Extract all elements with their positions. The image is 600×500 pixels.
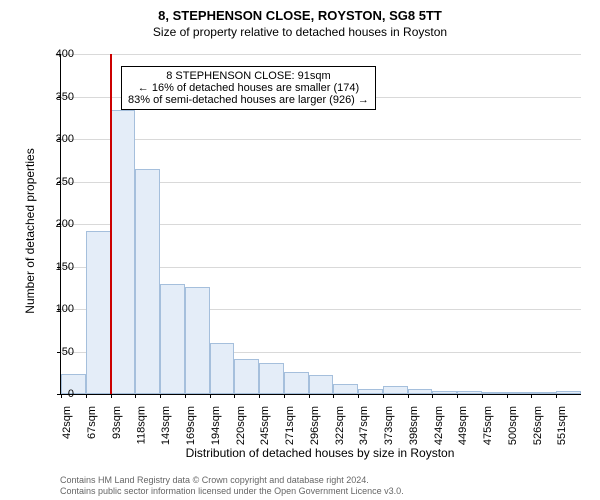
xtick-mark [86, 394, 87, 398]
chart-plot-area: 42sqm67sqm93sqm118sqm143sqm169sqm194sqm2… [60, 54, 581, 395]
xtick-mark [135, 394, 136, 398]
gridline [61, 139, 581, 140]
xtick-label: 245sqm [259, 406, 271, 445]
xtick-mark [234, 394, 235, 398]
annotation-box: 8 STEPHENSON CLOSE: 91sqm← 16% of detach… [121, 66, 376, 110]
xtick-label: 118sqm [136, 406, 148, 444]
histogram-bar [556, 391, 581, 394]
ytick-label: 200 [34, 218, 74, 230]
xtick-label: 169sqm [185, 406, 197, 445]
histogram-bar [457, 391, 482, 394]
xtick-mark [556, 394, 557, 398]
xtick-label: 551sqm [557, 406, 569, 445]
xtick-label: 93sqm [111, 406, 123, 439]
xtick-mark [482, 394, 483, 398]
xtick-mark [457, 394, 458, 398]
xtick-label: 398sqm [408, 406, 420, 445]
xtick-mark [358, 394, 359, 398]
xtick-mark [160, 394, 161, 398]
histogram-bar [531, 392, 556, 394]
xtick-label: 322sqm [334, 406, 346, 445]
histogram-bar [160, 284, 185, 395]
histogram-bar [86, 231, 111, 394]
ytick-label: 0 [34, 388, 74, 400]
histogram-bar [507, 392, 532, 394]
xtick-label: 424sqm [433, 406, 445, 445]
histogram-bar [309, 375, 334, 394]
page-title: 8, STEPHENSON CLOSE, ROYSTON, SG8 5TT [0, 0, 600, 23]
xtick-label: 296sqm [309, 406, 321, 445]
y-axis-label: Number of detached properties [23, 131, 37, 331]
xtick-mark [111, 394, 112, 398]
ytick-label: 250 [34, 176, 74, 188]
histogram-bar [259, 363, 284, 394]
attribution-line-1: Contains HM Land Registry data © Crown c… [60, 475, 590, 485]
histogram-bar [333, 384, 358, 394]
histogram-bar [408, 389, 433, 394]
xtick-mark [185, 394, 186, 398]
histogram-bar [383, 386, 408, 395]
histogram-bar [432, 391, 457, 394]
annotation-line: 83% of semi-detached houses are larger (… [128, 94, 369, 106]
histogram-bar [210, 343, 235, 394]
xtick-mark [531, 394, 532, 398]
attribution-line-2: Contains public sector information licen… [60, 486, 590, 496]
ytick-label: 50 [34, 346, 74, 358]
xtick-label: 67sqm [86, 406, 98, 439]
xtick-label: 500sqm [507, 406, 519, 445]
xtick-mark [284, 394, 285, 398]
xtick-label: 373sqm [383, 406, 395, 445]
annotation-line: 8 STEPHENSON CLOSE: 91sqm [128, 70, 369, 82]
xtick-label: 220sqm [235, 406, 247, 445]
histogram-bar [482, 392, 507, 394]
xtick-label: 526sqm [532, 406, 544, 445]
x-axis-label: Distribution of detached houses by size … [60, 446, 580, 460]
ytick-label: 300 [34, 133, 74, 145]
histogram-bar [234, 359, 259, 394]
gridline [61, 54, 581, 55]
xtick-label: 194sqm [210, 406, 222, 445]
ytick-label: 350 [34, 91, 74, 103]
ytick-label: 150 [34, 261, 74, 273]
xtick-label: 449sqm [458, 406, 470, 445]
xtick-label: 271sqm [284, 406, 296, 445]
annotation-line: ← 16% of detached houses are smaller (17… [128, 82, 369, 94]
histogram-bar [111, 110, 136, 394]
page-subtitle: Size of property relative to detached ho… [0, 23, 600, 39]
histogram-bar [135, 169, 160, 394]
xtick-mark [432, 394, 433, 398]
xtick-label: 475sqm [482, 406, 494, 445]
attribution-text: Contains HM Land Registry data © Crown c… [60, 475, 590, 496]
histogram-bar [284, 372, 309, 394]
xtick-mark [210, 394, 211, 398]
property-marker-line [110, 54, 112, 394]
xtick-mark [383, 394, 384, 398]
histogram-bar [185, 287, 210, 394]
xtick-label: 347sqm [359, 406, 371, 445]
xtick-mark [309, 394, 310, 398]
ytick-label: 100 [34, 303, 74, 315]
xtick-label: 42sqm [61, 406, 73, 439]
xtick-mark [333, 394, 334, 398]
histogram-bar [358, 389, 383, 394]
xtick-label: 143sqm [160, 406, 172, 445]
xtick-mark [507, 394, 508, 398]
xtick-mark [408, 394, 409, 398]
xtick-mark [259, 394, 260, 398]
ytick-label: 400 [34, 48, 74, 60]
